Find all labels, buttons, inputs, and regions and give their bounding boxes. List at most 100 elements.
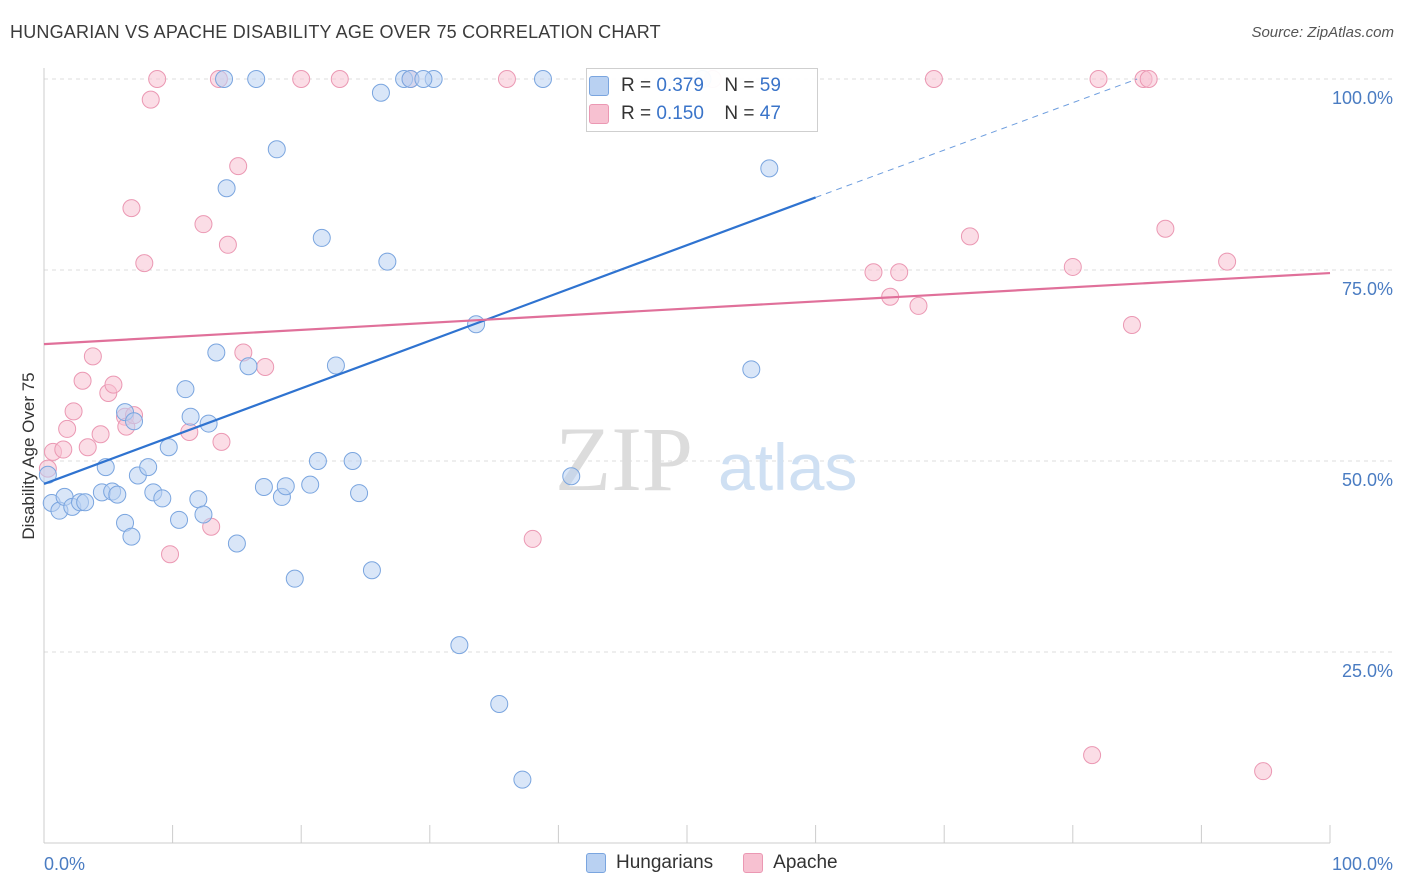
hungarian-point	[108, 485, 127, 504]
hungarian-point	[301, 475, 320, 494]
apache-point	[83, 347, 102, 366]
apache-point	[91, 425, 110, 444]
apache-point	[1089, 70, 1108, 88]
apache-point	[104, 375, 123, 394]
hungarian-point	[350, 484, 369, 503]
chart-title: HUNGARIAN VS APACHE DISABILITY AGE OVER …	[10, 22, 661, 42]
hungarian-point	[227, 534, 246, 553]
apache-point	[1083, 746, 1102, 765]
hungarian-point	[267, 140, 286, 159]
hungarian-point	[159, 438, 178, 457]
hungarian-point	[285, 569, 304, 588]
hungarian-point	[362, 561, 381, 580]
hungarian-points	[38, 70, 779, 789]
apache-point	[78, 438, 97, 457]
apache-point	[1156, 219, 1175, 238]
apache-point	[497, 70, 516, 88]
hungarians-legend-label: Hungarians	[616, 852, 714, 873]
legend: R = 0.379 N = 59 R = 0.150 N = 47	[586, 68, 818, 132]
y-tick-labels: 25.0% 50.0% 75.0% 100.0%	[1332, 88, 1393, 681]
hungarian-point	[760, 159, 779, 178]
series-legend: Hungarians Apache	[586, 852, 868, 874]
apache-swatch	[743, 853, 764, 873]
apache-point	[64, 402, 83, 421]
legend-r-value: 0.150	[656, 103, 704, 124]
apache-point	[960, 227, 979, 246]
watermark-atlas: atlas	[718, 430, 857, 504]
hungarian-point	[76, 493, 95, 512]
hungarian-point	[170, 510, 189, 529]
hungarian-point	[239, 357, 258, 376]
hungarian-point	[153, 489, 172, 508]
legend-row-apache: R = 0.150 N = 47	[587, 100, 781, 128]
apache-point	[864, 263, 883, 282]
apache-point	[1139, 70, 1158, 88]
apache-point	[256, 358, 275, 377]
apache-point	[135, 254, 154, 273]
apache-point	[1063, 257, 1082, 276]
hungarian-point	[181, 407, 200, 426]
hungarians-swatch	[586, 853, 606, 873]
apache-point	[229, 157, 248, 176]
apache-point	[58, 419, 77, 438]
hungarian-point	[562, 467, 581, 486]
y-tick-label: 25.0%	[1342, 661, 1393, 681]
apache-trend-line	[43, 271, 1331, 346]
hungarian-point	[217, 179, 236, 198]
watermark-zip: ZIP	[555, 408, 693, 510]
hungarian-point	[326, 356, 345, 375]
apache-point	[330, 70, 349, 88]
apache-point	[523, 529, 542, 548]
hungarian-point	[122, 527, 141, 546]
hungarian-point	[378, 252, 397, 271]
apache-point	[161, 545, 180, 564]
legend-r-label: R =	[621, 75, 652, 96]
hungarian-point	[276, 477, 295, 496]
gridlines	[44, 78, 1392, 653]
apache-point	[924, 70, 943, 88]
source-label: Source: ZipAtlas.com	[1251, 24, 1394, 41]
apache-point	[909, 296, 928, 315]
apache-point	[218, 235, 237, 254]
legend-n-label: N =	[724, 75, 755, 96]
hungarian-point	[742, 360, 761, 379]
x-axis-ticks	[43, 825, 1331, 843]
legend-r-label: R =	[621, 103, 652, 124]
apache-point	[54, 440, 73, 459]
legend-n-value: 59	[759, 75, 781, 96]
hungarians-trend-line	[43, 196, 816, 485]
hungarian-point	[215, 70, 234, 88]
series-legend-apache[interactable]: Apache	[743, 852, 838, 874]
hungarian-point	[490, 694, 509, 713]
apache-point	[194, 215, 213, 234]
legend-swatch-hungarians	[589, 76, 609, 96]
hungarian-point	[247, 70, 266, 88]
apache-point	[890, 263, 909, 282]
trend-lines	[43, 78, 1331, 485]
hungarian-point	[371, 83, 390, 102]
hungarian-point	[207, 343, 226, 362]
hungarian-point	[533, 70, 552, 88]
hungarian-point	[450, 636, 469, 655]
hungarian-point	[513, 770, 532, 789]
apache-point	[1122, 316, 1141, 335]
legend-n-value: 47	[759, 103, 781, 124]
hungarian-point	[414, 70, 433, 88]
legend-n-label: N =	[724, 103, 755, 124]
series-legend-hungarians[interactable]: Hungarians	[586, 852, 713, 874]
legend-swatch-apache	[589, 104, 609, 124]
hungarian-point	[308, 452, 327, 470]
apache-point	[148, 70, 167, 88]
hungarians-trend-extension	[815, 78, 1138, 198]
hungarian-point	[343, 452, 362, 470]
apache-point	[122, 199, 141, 218]
apache-point	[141, 90, 160, 109]
y-axis-label: Disability Age Over 75	[19, 372, 38, 539]
y-tick-label: 100.0%	[1332, 88, 1393, 108]
legend-r-value: 0.379	[656, 75, 704, 96]
hungarian-point	[125, 412, 144, 431]
x-tick-labels: 0.0% 100.0%	[44, 854, 1393, 874]
apache-legend-label: Apache	[773, 852, 838, 873]
hungarian-point	[139, 458, 158, 477]
